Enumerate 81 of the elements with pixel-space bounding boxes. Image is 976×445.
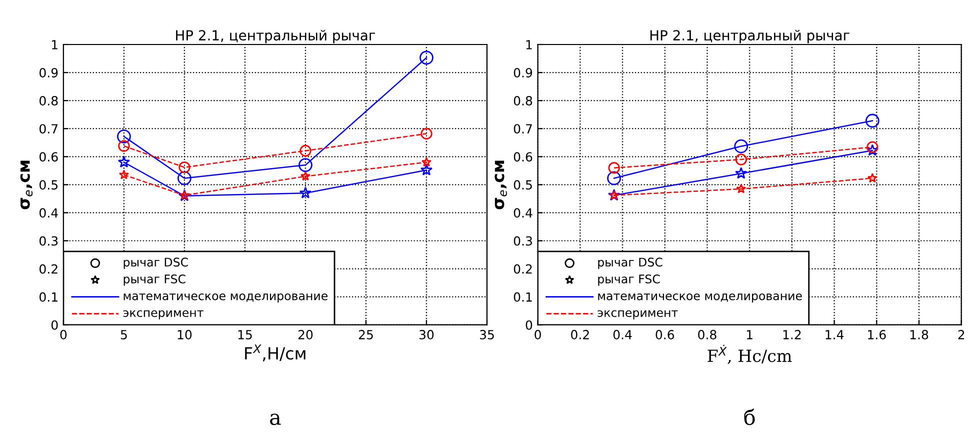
point [866,144,879,156]
point [178,161,190,174]
x-tick-label: 25 [358,330,373,340]
x-tick-label: 1.6 [868,330,886,340]
point [299,186,312,198]
x-tick-label: 0.4 [613,330,632,340]
point [735,167,748,179]
point [734,139,748,154]
point [300,144,312,157]
y-tick-label: 0.8 [514,96,532,106]
point [420,128,432,140]
x-tick-label: 0.6 [656,330,674,340]
annotation: эксперимент [123,310,204,320]
chart-title: НР 2.1, центральный рычаг [650,30,850,44]
y-tick-label: 0.9 [40,68,58,78]
point [736,184,746,194]
point [608,162,620,174]
point [420,50,434,65]
y-tick-label: 0 [526,320,532,330]
text: а [270,414,281,426]
annotation: математическое моделирование [598,293,802,303]
y-tick-label: 0.3 [514,236,532,246]
point [607,171,621,186]
y-tick-label: 0.6 [40,152,58,162]
x-tick-label: 1 [746,330,752,340]
y-tick-label: 0.3 [40,236,58,246]
x-tick-label: 1.8 [910,330,928,340]
y-tick-label: 0.6 [514,152,532,162]
y-axis-title: σ$_{e}$,см [20,160,33,210]
x-tick-label: 0.8 [698,330,716,340]
x-tick-label: 1.2 [783,330,801,340]
point [118,140,130,152]
point [118,156,130,168]
point [300,170,311,181]
x-tick-label: 15 [238,330,252,340]
x-tick-label: 1.4 [826,330,844,340]
y-tick-label: 0.1 [40,292,58,302]
x-tick-label: 30 [419,330,434,340]
x-tick-label: 10 [178,330,192,340]
y-tick-label: 0.7 [40,124,58,134]
y-axis-title: σ$_{e}$,см [494,160,507,210]
y-tick-label: 0.2 [40,264,58,274]
y-tick-label: 0.7 [514,124,532,134]
annotation: математическое моделирование [124,293,328,303]
annotation: рычаг FSC [598,274,660,286]
y-tick-label: 0.5 [40,180,58,190]
y-tick-label: 0.4 [40,208,58,218]
point [117,130,131,144]
y-tick-label: 0.1 [514,292,532,302]
x-axis-title: F$^{X}$,Н/см [245,344,306,362]
annotation: рычаг DSC [124,258,188,269]
point [865,114,880,128]
point [298,158,312,172]
y-tick-label: 0 [51,320,58,330]
y-tick-label: 1 [52,40,58,50]
y-tick-label: 0.2 [514,264,532,274]
y-tick-label: 0.9 [514,68,532,78]
point [867,172,878,183]
point [420,164,433,176]
annotation: рычаг DSC [598,258,662,269]
point [421,156,432,167]
x-tick-label: 20 [298,330,313,340]
annotation: рычаг FSC [124,274,186,286]
y-tick-label: 0.5 [514,180,532,190]
point [118,170,129,180]
x-tick-label: 5 [120,330,127,340]
y-tick-label: 1 [526,40,532,50]
x-tick-label: 2 [958,330,964,340]
x-tick-label: 0 [60,330,67,340]
x-tick-label: 35 [480,330,494,340]
y-tick-label: 0.4 [514,208,532,218]
annotation: эксперимент [598,310,678,320]
text: б [744,408,755,426]
chart-title: НР 2.1, центральный рычаг [176,30,376,44]
point [866,141,878,153]
y-tick-label: 0.8 [40,96,58,106]
point [735,154,747,166]
point [178,171,192,186]
x-tick-label: 0 [534,330,541,340]
x-axis-title: F$^{Ẋ}$, Hc/cm [708,344,792,364]
x-tick-label: 0.2 [571,330,589,340]
